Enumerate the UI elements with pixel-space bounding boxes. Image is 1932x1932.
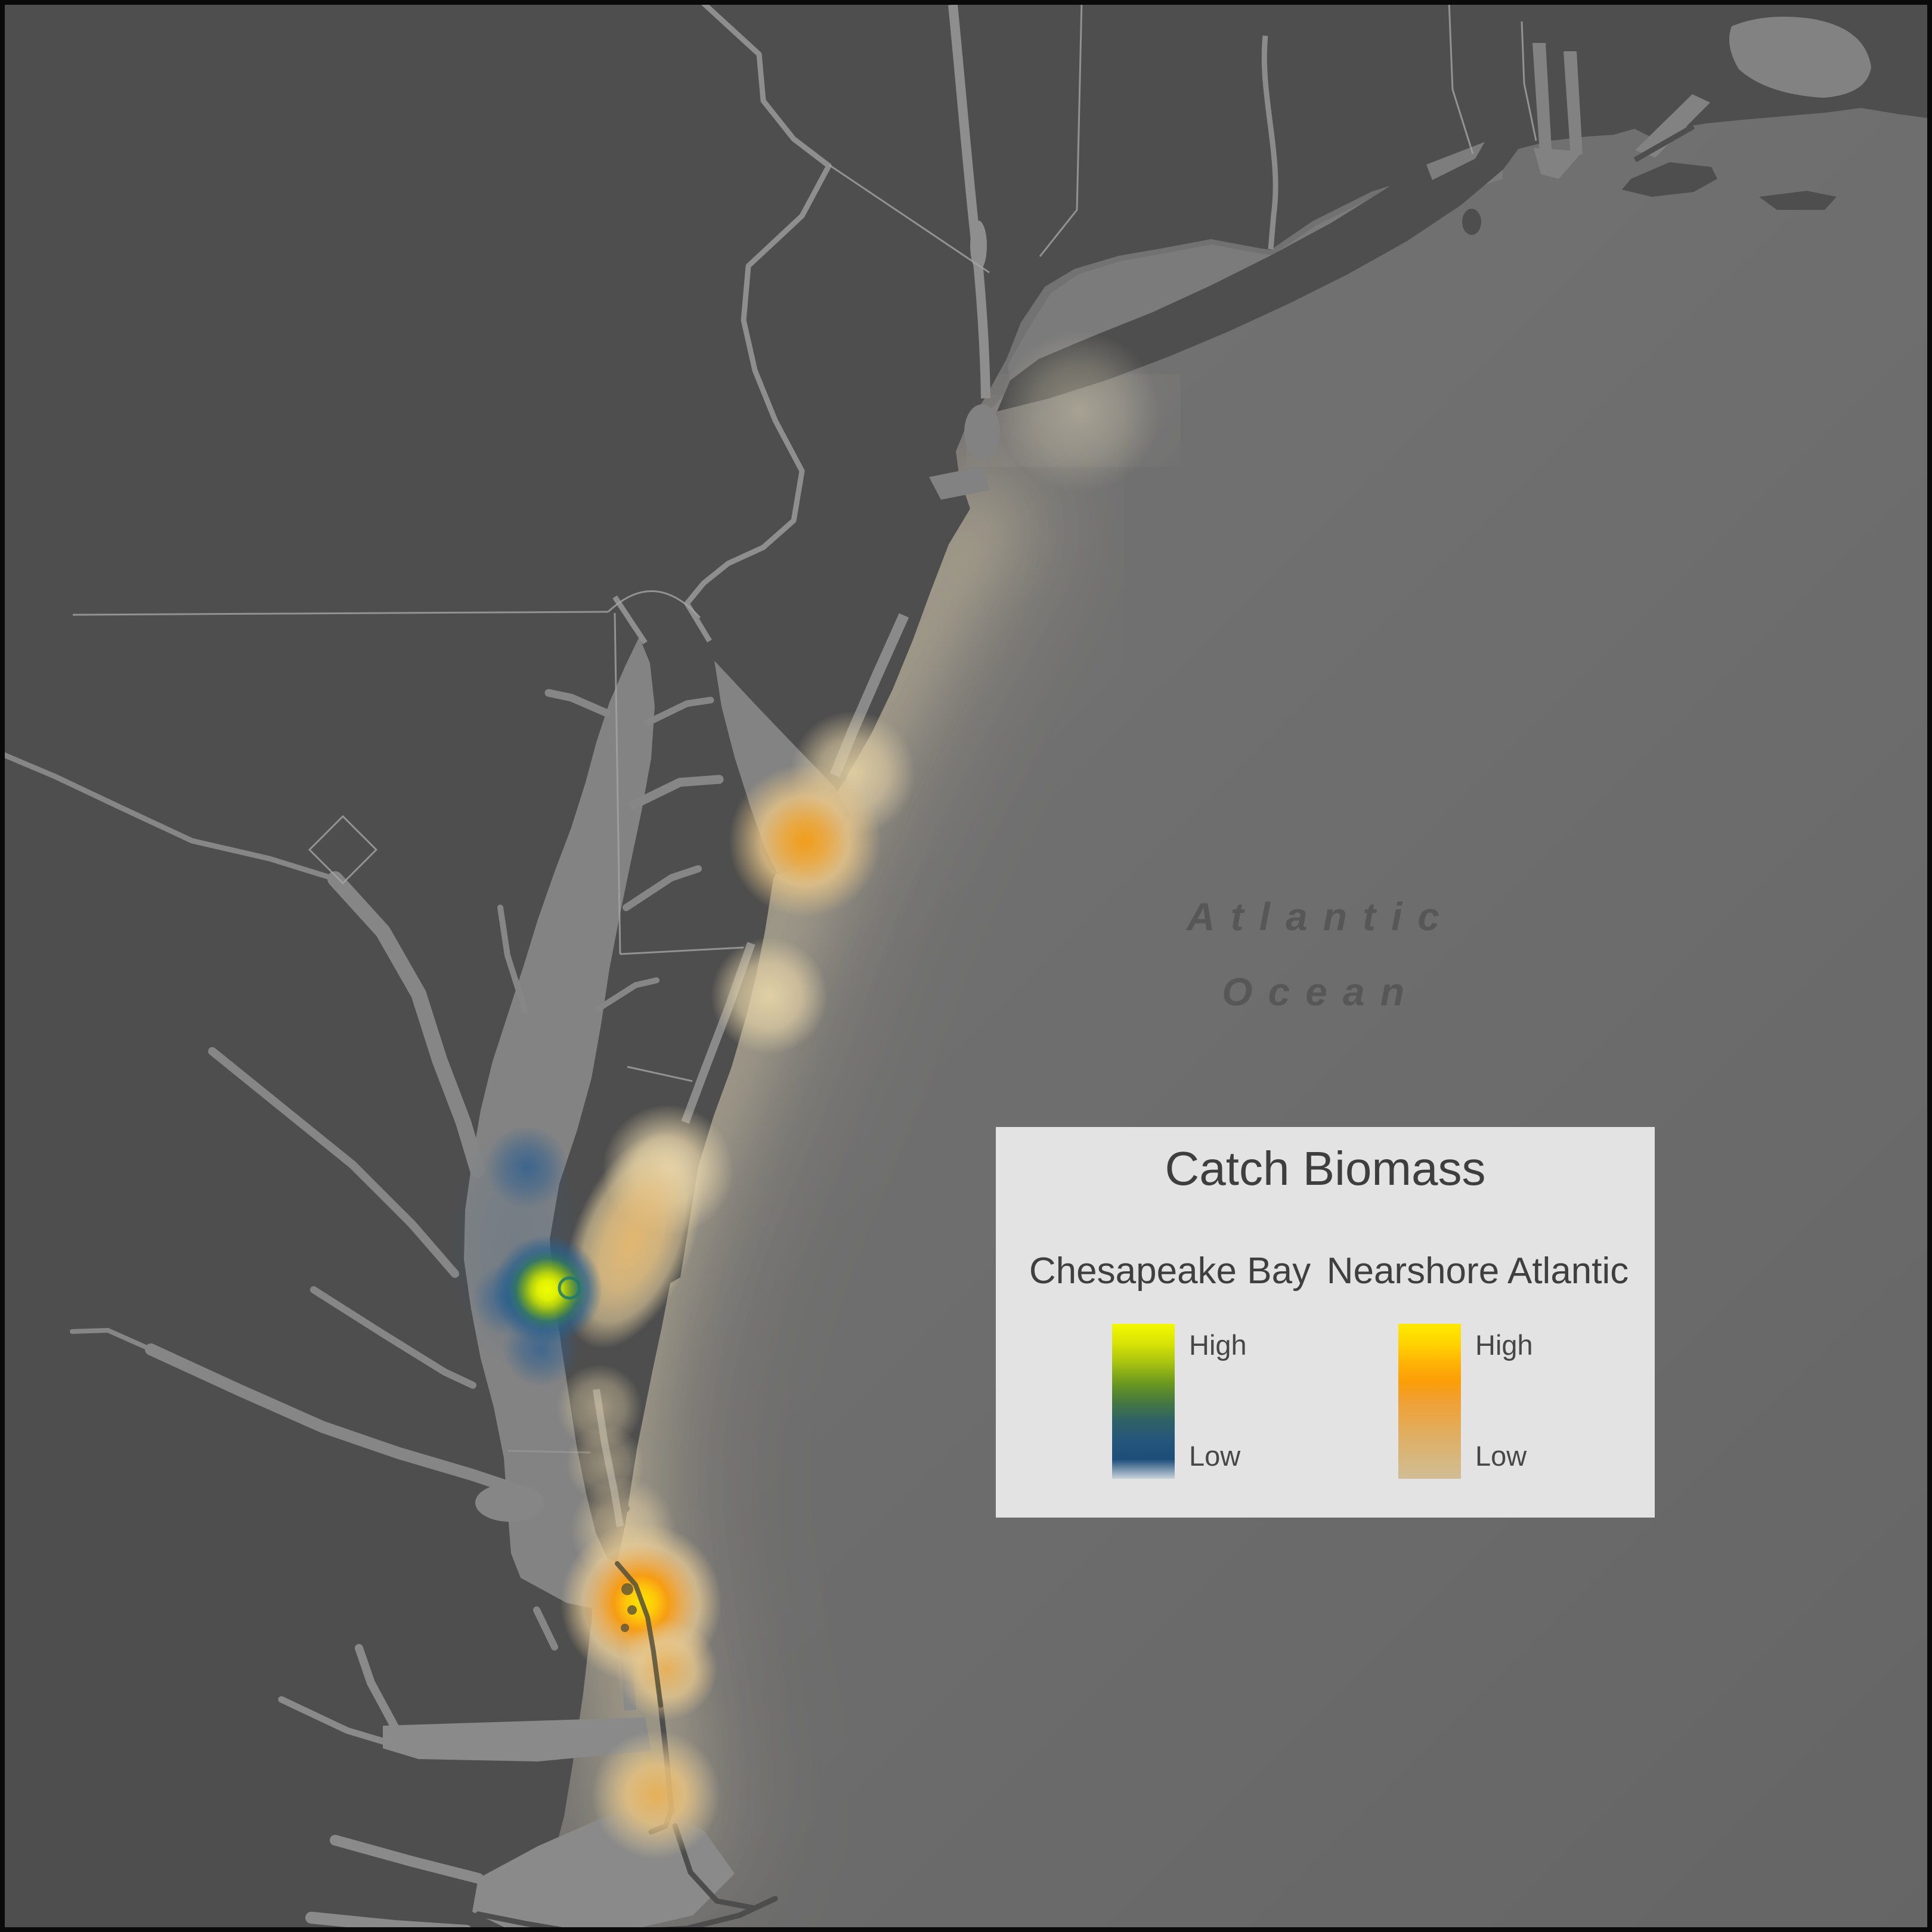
marthas-vineyard — [1622, 162, 1717, 197]
york-river — [310, 1286, 476, 1389]
delaware-south-border — [620, 946, 744, 955]
narragansett-bay-east — [1563, 51, 1583, 156]
block-island — [1462, 209, 1481, 235]
bay-mouth-islets — [621, 1583, 637, 1632]
legend-label-chesapeake-bay: Chesapeake Bay — [1029, 1250, 1311, 1292]
delaware-arc — [607, 590, 701, 619]
boundary-layer — [72, 1, 1537, 1454]
atl-ocean-city — [711, 937, 828, 1054]
atl-false-cape — [616, 1619, 717, 1720]
raritan-bay — [929, 466, 990, 500]
chesapeake-gradient-bar — [1112, 1324, 1175, 1479]
rappahannock-river — [208, 1047, 459, 1278]
delaware-west-border — [614, 612, 621, 955]
chesapeake-high-label: High — [1189, 1329, 1247, 1361]
ocean-label-line1: Atlantic — [1186, 894, 1456, 939]
cape-cod-bay — [1729, 17, 1871, 98]
susquehanna-river — [612, 595, 648, 645]
narragansett-mouth — [1534, 148, 1583, 179]
atl-delaware-bay-mouth — [729, 764, 881, 917]
dc-boundary — [308, 815, 378, 885]
elizabeth-islands — [1633, 124, 1695, 162]
atlantic-gradient-bar — [1398, 1324, 1461, 1479]
atlantic-low-label: Low — [1475, 1440, 1527, 1472]
md-va-delmarva-border — [627, 1066, 693, 1082]
potomac-river-lower — [327, 871, 485, 1178]
potomac-river-upper — [0, 751, 338, 882]
legend-panel: Catch Biomass Chesapeake Bay Nearshore A… — [996, 1127, 1655, 1518]
ches-mid-bay-low — [485, 1126, 569, 1209]
mason-dixon-line — [72, 611, 609, 616]
narragansett-bay — [1532, 43, 1552, 153]
atl-oregon-inlet — [592, 1730, 720, 1859]
ct-ri-border — [1448, 1, 1474, 154]
ri-ma-border — [1521, 21, 1537, 141]
outer-banks-overlay — [615, 1561, 663, 1708]
long-island — [997, 125, 1522, 411]
ches-bay-mouth-high — [493, 1235, 602, 1345]
ches-contour-ring — [558, 1276, 581, 1300]
delaware-river — [684, 0, 832, 643]
albemarle-sound — [383, 1717, 651, 1761]
haverstraw-bay — [970, 221, 987, 271]
atl-long-island-nearshore — [999, 331, 1160, 492]
buzzards-bay — [1635, 94, 1710, 157]
james-river — [145, 1343, 524, 1496]
connecticut-river — [1261, 35, 1278, 250]
new-york-harbor — [964, 404, 1000, 459]
nj-ny-border — [829, 164, 990, 274]
atlantic-ocean-label: Atlantic Ocean — [1130, 879, 1512, 1029]
nantucket — [1759, 191, 1837, 210]
peconic-bay — [1426, 142, 1485, 180]
legend-label-nearshore-atlantic: Nearshore Atlantic — [1326, 1250, 1629, 1292]
bay-tributaries — [0, 689, 724, 1651]
chesapeake-heat-blobs — [448, 1124, 602, 1387]
ocean-label-line2: Ocean — [1222, 970, 1420, 1014]
legend-title: Catch Biomass — [1165, 1142, 1486, 1195]
ny-ct-border — [1039, 1, 1083, 257]
atlantic-heat-blobs — [556, 331, 1160, 1859]
chesapeake-low-label: Low — [1189, 1440, 1241, 1472]
atlantic-high-label: High — [1475, 1329, 1533, 1361]
hampton-roads — [475, 1484, 544, 1522]
